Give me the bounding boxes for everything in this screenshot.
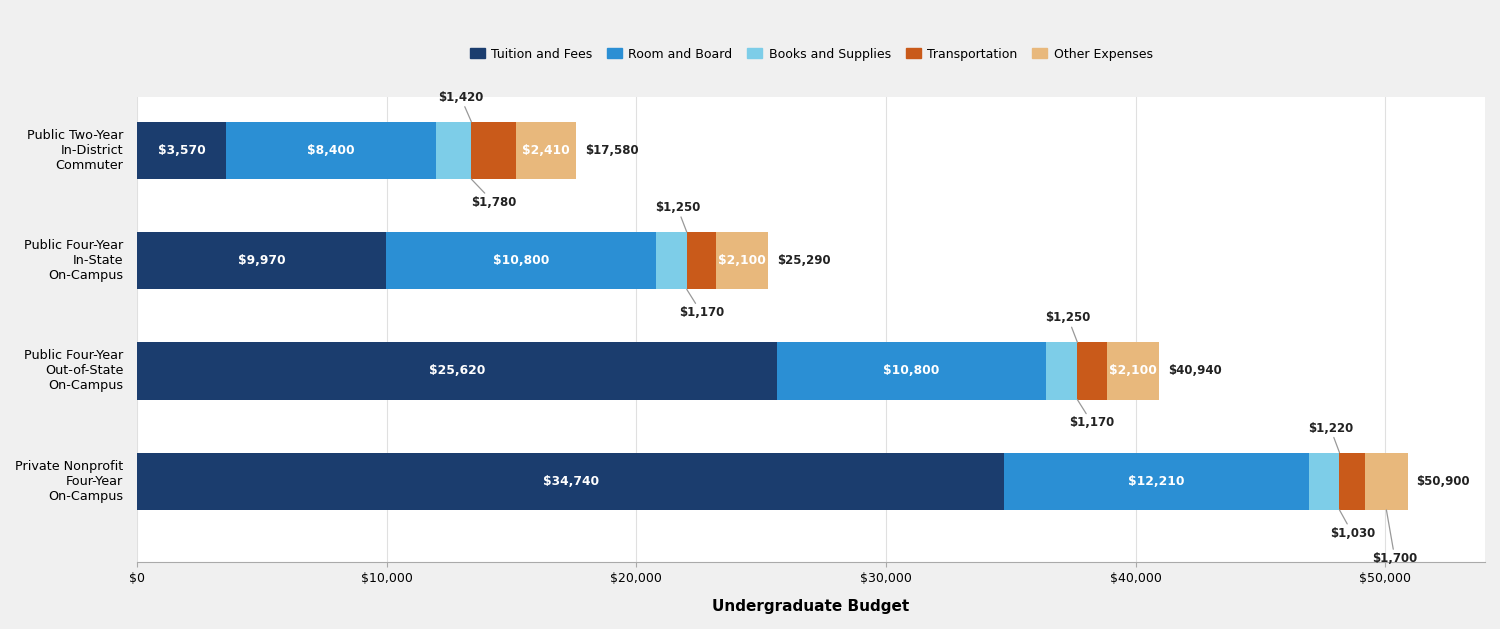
Bar — [136, 232, 386, 289]
Text: $8,400: $8,400 — [308, 144, 356, 157]
Text: $2,100: $2,100 — [718, 254, 766, 267]
Legend: Tuition and Fees, Room and Board, Books and Supplies, Transportation, Other Expe: Tuition and Fees, Room and Board, Books … — [465, 43, 1158, 65]
Text: $1,250: $1,250 — [654, 201, 700, 232]
Text: $1,250: $1,250 — [1046, 311, 1090, 342]
Bar — [1046, 342, 1077, 399]
Text: $1,170: $1,170 — [678, 289, 724, 319]
Text: $1,030: $1,030 — [1329, 510, 1376, 540]
Text: $25,620: $25,620 — [429, 364, 484, 377]
Bar — [656, 232, 687, 289]
Text: $10,800: $10,800 — [492, 254, 549, 267]
Text: $1,420: $1,420 — [438, 91, 483, 122]
Bar — [1005, 453, 1310, 510]
Bar — [386, 232, 656, 289]
Bar — [436, 122, 471, 179]
Text: $1,220: $1,220 — [1308, 421, 1353, 453]
Bar — [136, 122, 226, 179]
X-axis label: Undergraduate Budget: Undergraduate Budget — [712, 599, 909, 614]
Text: $1,780: $1,780 — [471, 179, 516, 209]
Text: $10,800: $10,800 — [884, 364, 939, 377]
Text: $2,100: $2,100 — [1108, 364, 1156, 377]
Bar — [1310, 453, 1340, 510]
Bar — [136, 453, 1005, 510]
Bar — [1340, 453, 1365, 510]
Bar — [471, 122, 516, 179]
Bar — [687, 232, 716, 289]
Text: $1,170: $1,170 — [1070, 399, 1114, 430]
Bar — [1077, 342, 1107, 399]
Bar — [1107, 342, 1160, 399]
Text: $40,940: $40,940 — [1168, 364, 1221, 377]
Text: $2,410: $2,410 — [522, 144, 570, 157]
Bar — [136, 342, 777, 399]
Bar — [516, 122, 576, 179]
Bar — [1365, 453, 1407, 510]
Bar — [716, 232, 768, 289]
Text: $25,290: $25,290 — [777, 254, 831, 267]
Text: $17,580: $17,580 — [585, 144, 639, 157]
Bar — [226, 122, 436, 179]
Text: $50,900: $50,900 — [1416, 475, 1470, 487]
Text: $3,570: $3,570 — [158, 144, 206, 157]
Text: $12,210: $12,210 — [1128, 475, 1185, 487]
Text: $34,740: $34,740 — [543, 475, 598, 487]
Text: $1,700: $1,700 — [1372, 510, 1417, 565]
Text: $9,970: $9,970 — [238, 254, 285, 267]
Bar — [777, 342, 1046, 399]
